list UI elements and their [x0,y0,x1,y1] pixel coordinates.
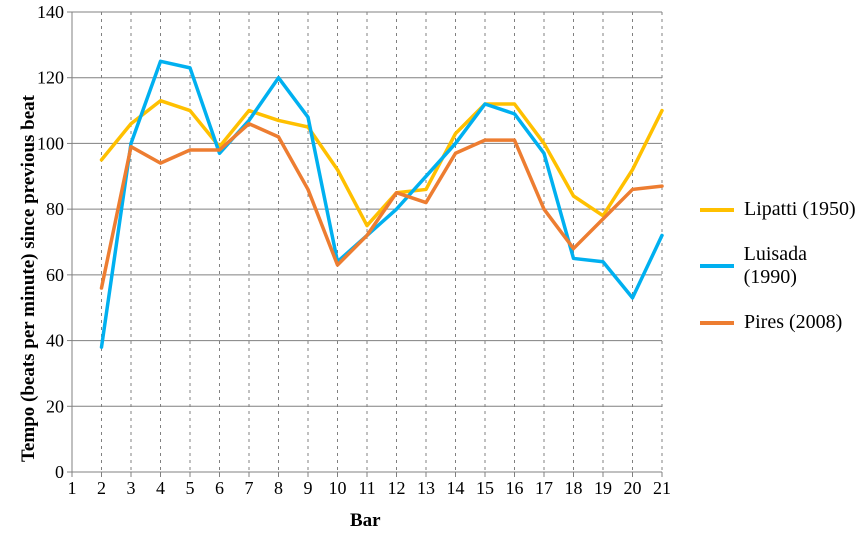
x-tick-label: 15 [476,478,494,498]
x-tick-label: 7 [245,478,254,498]
y-tick-label: 0 [55,462,64,482]
series-line [102,61,663,347]
x-tick-label: 3 [127,478,136,498]
y-tick-label: 140 [37,2,64,22]
legend-swatch [700,321,734,325]
tempo-chart: Tempo (beats per minute) since previous … [0,0,864,543]
x-tick-label: 6 [215,478,224,498]
x-tick-label: 10 [329,478,347,498]
x-tick-label: 16 [506,478,524,498]
y-tick-label: 40 [46,331,64,351]
x-tick-label: 1 [68,478,77,498]
legend-item: Lipatti (1950) [700,198,864,221]
legend: Lipatti (1950) Luisada (1990) Pires (2008) [700,198,864,356]
x-tick-label: 5 [186,478,195,498]
x-tick-label: 2 [97,478,106,498]
y-tick-label: 120 [37,68,64,88]
legend-item: Luisada (1990) [700,243,864,289]
y-tick-label: 100 [37,133,64,153]
x-tick-label: 20 [624,478,642,498]
x-tick-label: 21 [653,478,671,498]
x-tick-label: 9 [304,478,313,498]
legend-label: Pires (2008) [744,311,842,334]
series-line [102,101,663,226]
x-tick-label: 17 [535,478,553,498]
legend-item: Pires (2008) [700,311,864,334]
x-tick-label: 18 [565,478,583,498]
legend-swatch [700,208,734,212]
y-tick-label: 80 [46,199,64,219]
x-axis-label: Bar [350,510,381,532]
x-tick-label: 11 [358,478,375,498]
legend-label: Luisada (1990) [744,243,864,289]
x-tick-label: 8 [274,478,283,498]
legend-swatch [700,264,734,268]
legend-label: Lipatti (1950) [744,198,856,221]
y-axis-label: Tempo (beats per minute) since previous … [18,95,40,462]
series-line [102,124,663,288]
x-tick-label: 13 [417,478,435,498]
x-tick-label: 4 [156,478,165,498]
y-tick-label: 60 [46,265,64,285]
y-tick-label: 20 [46,396,64,416]
x-tick-label: 12 [388,478,406,498]
x-tick-label: 19 [594,478,612,498]
x-tick-label: 14 [447,478,465,498]
